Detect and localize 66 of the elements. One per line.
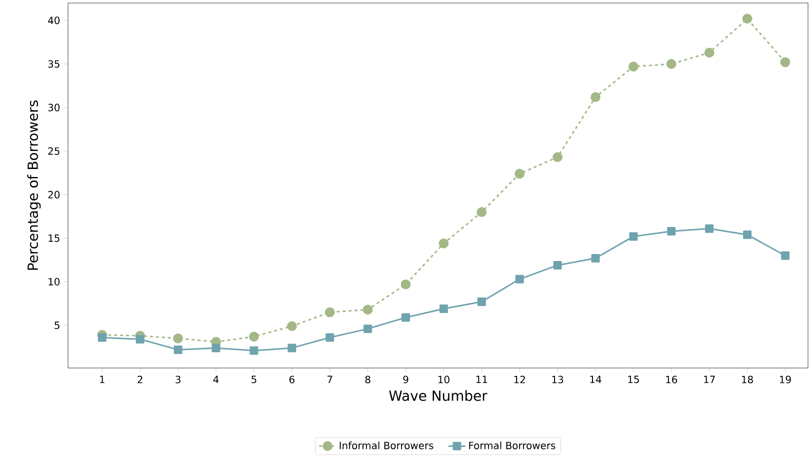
y-tick-label: 10 xyxy=(48,278,60,286)
point xyxy=(249,332,259,342)
point xyxy=(476,207,487,217)
point xyxy=(250,346,258,355)
point xyxy=(514,168,525,179)
x-tick-label: 6 xyxy=(289,376,294,384)
x-tick-label: 11 xyxy=(476,376,488,384)
point xyxy=(286,321,297,332)
point xyxy=(212,344,220,352)
y-tick-label: 40 xyxy=(48,16,60,24)
point xyxy=(402,313,410,322)
point xyxy=(742,14,752,24)
point xyxy=(515,274,524,284)
point xyxy=(705,224,714,233)
point xyxy=(591,254,600,262)
x-tick-label: 8 xyxy=(365,376,370,384)
point xyxy=(666,59,676,69)
x-tick-label: 4 xyxy=(213,376,219,384)
point xyxy=(780,57,790,68)
legend-label: Formal Borrowers xyxy=(469,442,556,450)
y-tick-label: 25 xyxy=(48,147,60,155)
x-tick-label: 19 xyxy=(780,376,791,384)
point xyxy=(98,333,106,342)
point xyxy=(628,62,638,72)
point xyxy=(136,335,144,344)
x-tick-label: 17 xyxy=(704,376,715,384)
point xyxy=(288,344,296,352)
point xyxy=(438,238,449,248)
point xyxy=(553,260,562,270)
point xyxy=(704,48,714,58)
point xyxy=(400,279,411,290)
x-tick-label: 7 xyxy=(327,376,332,384)
point xyxy=(629,232,638,241)
point xyxy=(174,345,182,354)
x-tick-label: 5 xyxy=(252,376,256,384)
x-tick-label: 3 xyxy=(176,376,180,384)
x-tick-label: 13 xyxy=(552,376,564,384)
point xyxy=(362,304,373,315)
x-tick-label: 18 xyxy=(742,376,753,384)
point xyxy=(743,230,752,239)
point xyxy=(326,333,334,342)
y-tick-label: 5 xyxy=(54,322,60,330)
x-tick-label: 14 xyxy=(590,376,602,384)
point xyxy=(552,152,562,162)
point xyxy=(667,226,676,236)
point xyxy=(590,92,600,102)
x-tick-label: 10 xyxy=(438,376,450,384)
legend-label: Informal Borrowers xyxy=(340,442,434,450)
y-axis-title: Percentage of Borrowers xyxy=(27,100,41,270)
y-tick-label: 35 xyxy=(48,60,60,68)
y-tick-label: 30 xyxy=(48,104,60,112)
point xyxy=(781,251,790,260)
x-axis-title: Wave Number xyxy=(389,390,488,401)
x-tick-label: 9 xyxy=(403,376,408,384)
point xyxy=(477,298,486,306)
y-tick-label: 15 xyxy=(48,234,60,242)
x-tick-label: 12 xyxy=(514,376,525,384)
x-tick-label: 15 xyxy=(628,376,639,384)
y-tick-label: 20 xyxy=(48,190,60,198)
point xyxy=(364,324,372,334)
point xyxy=(324,307,335,318)
x-tick-label: 16 xyxy=(666,376,678,384)
x-tick-label: 2 xyxy=(138,376,142,384)
point xyxy=(173,333,183,344)
point xyxy=(439,304,448,313)
x-tick-label: 1 xyxy=(100,376,104,384)
